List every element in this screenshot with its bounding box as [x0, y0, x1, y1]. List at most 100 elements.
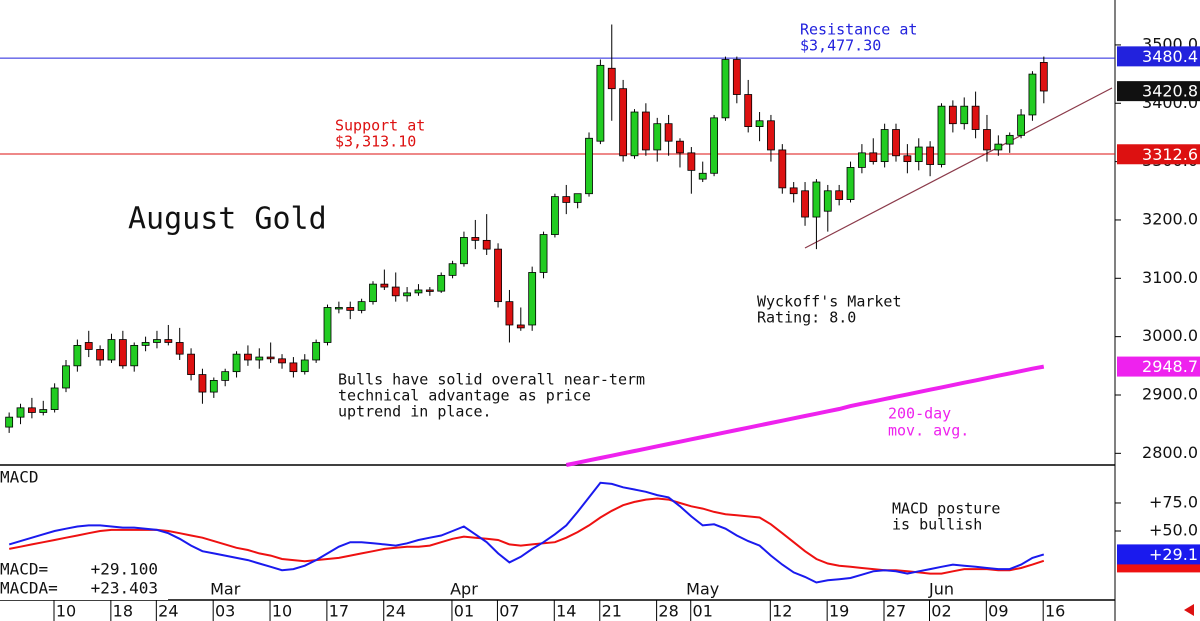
- price-tag: [1117, 144, 1200, 165]
- candle-body: [153, 339, 161, 343]
- candle-body: [266, 356, 275, 360]
- candle-body: [175, 342, 184, 355]
- candle-body: [948, 105, 957, 125]
- x-tick-label: 27: [886, 602, 906, 621]
- x-tick-label: 19: [829, 602, 849, 621]
- candle-body: [778, 149, 787, 189]
- annotation: is bullish: [892, 516, 982, 534]
- x-tick-label: 21: [602, 602, 622, 621]
- candle-body: [914, 146, 923, 163]
- candle-body: [732, 59, 741, 95]
- candle-body: [198, 374, 207, 393]
- price-tag: [1117, 46, 1200, 67]
- candle-body: [971, 105, 980, 130]
- candle-body: [187, 353, 195, 375]
- candle-body: [573, 193, 582, 203]
- candle-body: [209, 380, 218, 393]
- candle-body: [551, 196, 559, 235]
- candle-body: [744, 94, 753, 128]
- candle-body: [528, 272, 537, 326]
- y-tick-label: 3200.0: [1142, 209, 1198, 228]
- candle-body: [323, 307, 332, 343]
- moving-average: [565, 364, 1045, 467]
- candle-body: [892, 129, 900, 157]
- panel-title: MACD: [0, 468, 39, 487]
- annotation: technical advantage as price: [338, 387, 591, 405]
- legend-value: +29.100: [91, 560, 158, 579]
- x-tick-label: 03: [215, 602, 235, 621]
- macd-tag: [1117, 544, 1200, 565]
- candle-body: [630, 111, 639, 157]
- moving-average-label: mov. avg.: [888, 422, 969, 440]
- candle-body: [346, 307, 355, 311]
- price-tag: [1117, 81, 1200, 102]
- candle-body: [425, 289, 434, 292]
- y-tick-label: +50.0: [1149, 520, 1198, 539]
- month-label: Apr: [450, 580, 478, 599]
- x-tick-label: 14: [556, 602, 576, 621]
- candle-body: [676, 140, 684, 154]
- candle-body: [937, 105, 946, 165]
- candle-body: [710, 117, 718, 174]
- candle-body: [141, 342, 150, 346]
- annotation: Wyckoff's Market: [757, 293, 902, 311]
- legend-box: [0, 560, 168, 600]
- x-tick-label: 10: [56, 602, 76, 621]
- candle-body: [300, 359, 309, 373]
- candle-body: [835, 190, 844, 200]
- candle-body: [50, 387, 59, 410]
- macd-tag-label: +29.1: [1149, 545, 1198, 564]
- candle-body: [482, 239, 491, 250]
- candle-body: [255, 356, 264, 361]
- candle-body: [767, 120, 775, 151]
- level-label: Resistance at: [800, 21, 917, 39]
- x-tick-label: 18: [113, 602, 133, 621]
- y-tick-label: 3100.0: [1142, 268, 1198, 287]
- candle-body: [437, 274, 446, 292]
- candle-body: [858, 152, 866, 168]
- candle-body: [585, 137, 593, 195]
- legend-name: MACDA=: [0, 579, 58, 598]
- candle-body: [641, 111, 650, 151]
- annotation: Bulls have solid overall near-term: [338, 371, 645, 389]
- candle-body: [1028, 73, 1037, 116]
- candle-body: [880, 129, 889, 163]
- candle-body: [1017, 114, 1025, 136]
- y-tick-label: 2800.0: [1142, 443, 1198, 462]
- candle-body: [107, 339, 116, 361]
- month-label: May: [686, 580, 719, 599]
- candle-body: [27, 407, 36, 413]
- candle-body: [619, 88, 628, 157]
- candle-body: [607, 67, 616, 90]
- candle-body: [539, 234, 548, 273]
- candle-body: [596, 64, 605, 142]
- candle-body: [289, 362, 298, 373]
- scroll-arrow: [1184, 604, 1194, 616]
- x-tick-label: 28: [658, 602, 678, 621]
- candle-body: [221, 371, 230, 381]
- legend-value: +23.403: [91, 579, 158, 598]
- candle-body: [698, 172, 707, 180]
- candle-body: [801, 190, 809, 218]
- legend-name: MACD=: [0, 560, 48, 579]
- candle-body: [312, 342, 321, 361]
- price-tag: [1117, 356, 1200, 377]
- candle-body: [789, 187, 798, 195]
- x-tick-label: 02: [931, 602, 951, 621]
- candle-body: [653, 123, 662, 151]
- x-tick-label: 24: [158, 602, 178, 621]
- x-tick-label: 09: [988, 602, 1008, 621]
- y-tick-label: 2900.0: [1142, 384, 1198, 403]
- x-tick-label: 24: [386, 602, 406, 621]
- level-label: $3,477.30: [800, 37, 881, 55]
- candle-body: [448, 263, 457, 276]
- candle-body: [278, 358, 286, 364]
- candle-body: [232, 353, 241, 373]
- annotation: MACD posture: [892, 500, 1000, 518]
- candle-body: [16, 407, 25, 418]
- x-tick-label: 01: [693, 602, 713, 621]
- candle-body: [823, 190, 832, 212]
- level-label: Support at: [335, 117, 425, 135]
- x-tick-label: 07: [499, 602, 519, 621]
